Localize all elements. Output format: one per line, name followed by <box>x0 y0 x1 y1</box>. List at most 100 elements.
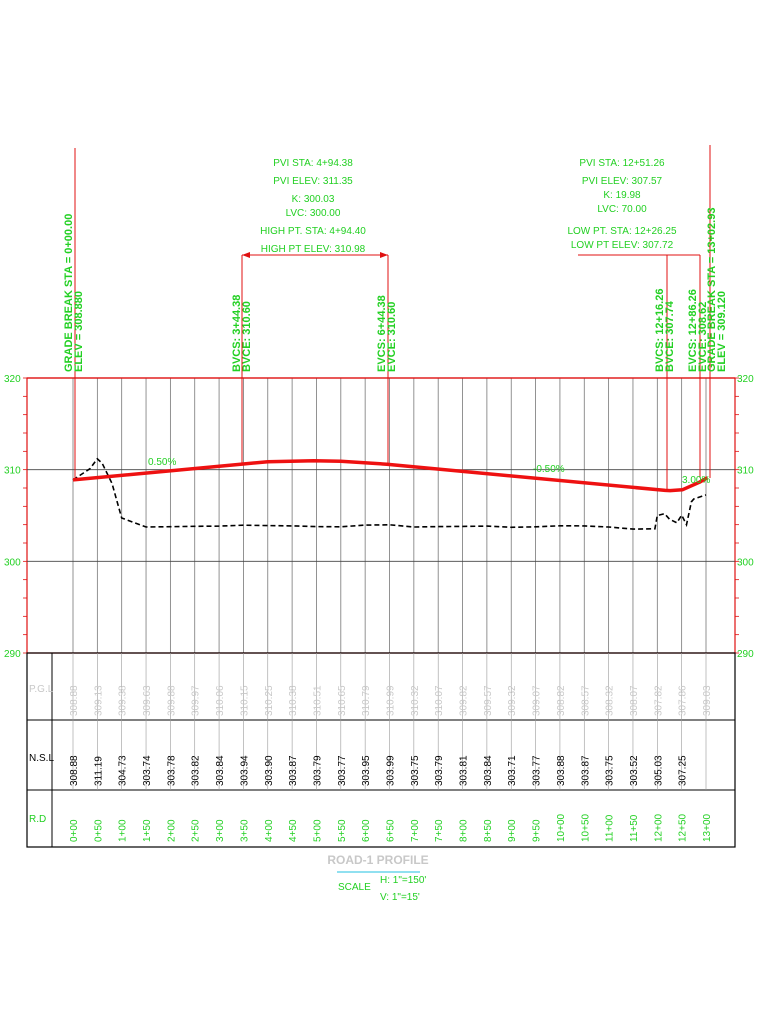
station-label: 5+50 <box>337 819 348 842</box>
station-label: 10+50 <box>580 813 591 842</box>
rd-row-label: R.D <box>29 814 46 825</box>
station-label: 11+50 <box>629 814 640 842</box>
pgl-value: 310.79 <box>361 685 372 716</box>
nsl-value: 307.25 <box>678 755 689 786</box>
pgl-value: 307.82 <box>653 685 664 716</box>
curve-markers <box>74 145 711 490</box>
station-label: 4+00 <box>264 819 275 842</box>
pgl-value: 310.25 <box>264 685 275 716</box>
pvi2-line: LVC: 70.00 <box>597 204 647 215</box>
pgl-value: 309.57 <box>483 685 494 716</box>
evc2-elev-label: EVCE: 308.62 <box>697 302 709 372</box>
station-label: 3+00 <box>215 819 226 842</box>
pgl-value: 309.13 <box>93 685 104 716</box>
pgl-value: 310.07 <box>434 685 445 716</box>
road-profile-line <box>72 458 709 493</box>
grade-break-end-elev: ELEV = 309.120 <box>716 291 728 372</box>
nsl-value: 303.52 <box>629 755 640 786</box>
station-label: 9+50 <box>532 819 543 842</box>
pvi1-block: PVI STA: 4+94.38 PVI ELEV: 311.35 K: 300… <box>260 158 366 255</box>
pvi2-line: LOW PT ELEV: 307.72 <box>571 240 674 251</box>
station-label: 7+00 <box>410 819 421 842</box>
pvi1-line: LVC: 300.00 <box>286 208 341 219</box>
pgl-value: 310.99 <box>386 685 397 716</box>
nsl-value: 303.87 <box>288 755 299 786</box>
station-label: 0+00 <box>69 819 80 842</box>
pgl-value: 308.32 <box>605 685 616 716</box>
y-tick-label-left: 310 <box>4 466 21 477</box>
pgl-value: 308.57 <box>580 685 591 716</box>
pgl-value: 309.07 <box>532 685 543 716</box>
pvi2-line: LOW PT. STA: 12+26.25 <box>567 226 676 237</box>
nsl-value: 303.87 <box>580 755 591 786</box>
station-label: 8+50 <box>483 819 494 842</box>
nsl-value: 303.77 <box>337 755 348 786</box>
nsl-value: 303.79 <box>312 755 323 786</box>
station-label: 4+50 <box>288 819 299 842</box>
nsl-value: 303.75 <box>605 755 616 786</box>
nsl-value: 303.84 <box>215 755 226 786</box>
y-tick-label-right: 310 <box>737 466 754 477</box>
grade-label-2: -0.50% <box>533 464 565 475</box>
grade-break-start-label: GRADE BREAK STA = 0+00.00 <box>63 214 75 372</box>
nsl-value: 303.84 <box>483 755 494 786</box>
nsl-value: 303.94 <box>239 755 250 786</box>
pgl-value: 309.38 <box>118 685 129 716</box>
pvi2-block: PVI STA: 12+51.26 PVI ELEV: 307.57 K: 19… <box>567 158 676 251</box>
y-tick-label-left: 320 <box>4 374 21 385</box>
bvc1-elev-label: BVCE: 310.60 <box>241 301 253 372</box>
nsl-value: 303.71 <box>507 755 518 786</box>
pvi2-line: PVI STA: 12+51.26 <box>579 158 665 169</box>
station-label: 7+50 <box>434 819 445 842</box>
nsl-value: 303.75 <box>410 755 421 786</box>
pvi1-line: HIGH PT. STA: 4+94.40 <box>260 226 366 237</box>
pgl-value: 310.15 <box>239 685 250 716</box>
pgl-value: 309.88 <box>166 685 177 716</box>
pgl-value: 309.32 <box>507 685 518 716</box>
pvi1-line: K: 300.03 <box>292 194 335 205</box>
plot-frame <box>26 377 736 654</box>
pgl-value: 310.65 <box>337 685 348 716</box>
pgl-value: 307.86 <box>678 685 689 716</box>
pgl-row-label: P.G.L <box>29 684 54 695</box>
data-tables: 308.88 309.13 309.38 309.63 309.88 309.97 310.… <box>26 652 736 848</box>
station-label: 11+00 <box>605 814 616 842</box>
y-tick-label-right: 290 <box>737 649 754 660</box>
nsl-value: 303.74 <box>142 755 153 786</box>
nsl-value: 303.88 <box>556 755 567 786</box>
grade-label-3: 3.00% <box>682 475 710 486</box>
y-tick-label-right: 320 <box>737 374 754 385</box>
pgl-value: 308.07 <box>629 685 640 716</box>
bvc2-elev-label: BVCE: 307.74 <box>664 300 676 372</box>
station-label: 3+50 <box>239 819 250 842</box>
pgl-value: 308.88 <box>69 685 80 716</box>
evc1-elev-label: EVCE: 310.60 <box>386 302 398 372</box>
station-label: 1+50 <box>142 819 153 842</box>
pgl-value: 309.97 <box>191 685 202 716</box>
station-label: 12+50 <box>678 813 689 842</box>
profile-series <box>72 457 709 530</box>
bvc1-station-label: BVCS: 3+44.38 <box>231 295 243 372</box>
nsl-value: 303.90 <box>264 755 275 786</box>
scale-horizontal: H: 1"=150' <box>380 875 426 886</box>
pgl-value: 310.38 <box>288 685 299 716</box>
bracket-arrow <box>242 252 250 258</box>
pgl-value: 310.51 <box>312 685 323 716</box>
nsl-value: 303.78 <box>166 755 177 786</box>
evc1-station-label: EVCS: 6+44.38 <box>376 295 388 372</box>
pvi1-line: PVI STA: 4+94.38 <box>273 158 353 169</box>
grade-break-start-elev: ELEV = 308.880 <box>73 291 85 372</box>
nsl-value: 308.88 <box>69 755 80 786</box>
station-label: 6+50 <box>386 819 397 842</box>
station-label: 0+50 <box>93 819 104 842</box>
nsl-value: 303.79 <box>434 755 445 786</box>
pgl-value: 310.32 <box>410 685 421 716</box>
y-tick-label-left: 290 <box>4 649 21 660</box>
pgl-value: 310.06 <box>215 685 226 716</box>
bracket-arrow <box>380 252 388 258</box>
natural-ground-line <box>72 457 707 530</box>
pgl-value: 308.82 <box>556 685 567 716</box>
station-label: 2+50 <box>191 819 202 842</box>
nsl-value: 311.19 <box>93 756 104 786</box>
